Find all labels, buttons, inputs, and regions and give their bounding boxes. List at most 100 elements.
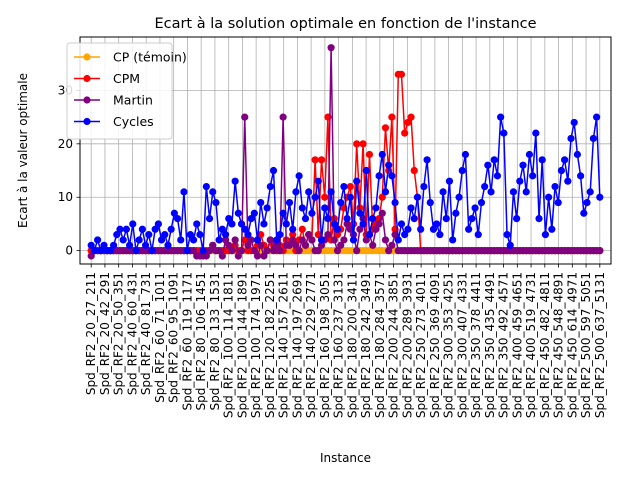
legend-marker [83,96,91,104]
data-point [327,188,335,196]
data-point [394,236,402,244]
data-point [161,231,169,239]
data-point [257,241,265,249]
legend-box [66,42,173,140]
data-point [513,215,521,223]
data-point [269,247,278,255]
data-point [413,193,422,201]
data-point [385,161,393,169]
data-point [205,247,214,255]
x-tick-label: Spd_RF2_60_71_1011 [153,272,167,403]
data-point [596,247,604,255]
data-point [247,236,255,244]
data-point [231,236,239,244]
data-point [234,209,242,217]
y-tick-label: 10 [58,190,73,204]
data-point [372,225,380,233]
data-point [228,220,236,228]
data-point [289,225,297,233]
x-tick-label: Spd_RF2_450_614_4971 [565,272,579,418]
data-point [490,156,498,164]
data-point [356,209,364,217]
data-point [289,231,297,239]
data-point [321,193,329,201]
data-point [285,198,294,207]
data-point [250,247,258,255]
data-point [151,225,159,233]
data-point [429,225,438,233]
data-point [237,247,246,255]
data-point [375,172,383,180]
data-point [324,215,332,223]
data-point [593,113,601,121]
data-point [365,150,374,159]
x-tick-label: Spd_RF2_100_174_1971 [249,272,263,418]
data-point [93,236,102,244]
x-tick-label: Spd_RF2_350_378_4411 [469,272,483,418]
legend-marker [83,117,91,126]
x-tick-label: Spd_RF2_140_197_2691 [290,272,304,418]
data-point [298,236,306,244]
x-tick-label: Spd_RF2_40_60_431 [125,272,139,395]
x-tick-label: Spd_RF2_100_144_1891 [235,272,249,418]
data-point [157,236,166,244]
data-point [253,252,262,260]
data-point [221,236,230,244]
data-point [215,236,223,244]
data-point [119,236,127,244]
data-point [269,166,278,175]
data-point [570,118,578,127]
data-point [215,247,223,255]
data-point [177,236,185,244]
data-point [218,225,226,233]
legend-label: Martin [113,93,153,108]
legend-marker [83,53,91,61]
x-tick-label: Spd_RF2_60_119_1171 [180,272,194,410]
data-point [330,220,338,228]
data-point [209,188,217,196]
data-point [445,177,454,185]
data-point [420,182,428,191]
data-point [212,198,220,207]
data-point [509,188,518,196]
data-point [455,193,463,201]
data-point [196,231,204,239]
x-tick-label: Spd_RF2_250_369_4091 [428,272,442,418]
data-point [305,188,313,196]
data-point [170,209,178,217]
data-point [583,198,591,207]
data-point [106,247,114,255]
data-point [289,236,297,244]
data-point [317,156,326,164]
data-point [353,247,361,255]
data-point [87,241,95,249]
data-point [247,215,255,223]
data-point [452,209,460,217]
data-point [266,236,274,244]
data-point [385,247,393,255]
data-point [401,129,409,137]
data-point [349,236,358,244]
data-point [481,182,489,191]
x-tick-label: Spd_RF2_300_407_4331 [455,272,469,418]
data-point [337,198,345,207]
legend-label: Cycles [113,114,154,129]
data-point [378,209,386,217]
data-point [362,166,370,175]
data-point [519,161,527,169]
data-point [97,247,105,255]
data-point [388,172,396,180]
data-point [541,231,550,239]
data-point [218,252,226,260]
data-point [333,247,342,255]
data-point [433,220,441,228]
data-point [401,231,409,239]
data-point [493,172,502,180]
data-point [372,204,380,212]
data-point [333,225,342,233]
x-tick-label: Spd_RF2_180_284_3571 [373,272,387,418]
data-point [397,220,406,228]
data-point [308,209,316,217]
data-point [410,215,418,223]
data-point [234,252,242,260]
